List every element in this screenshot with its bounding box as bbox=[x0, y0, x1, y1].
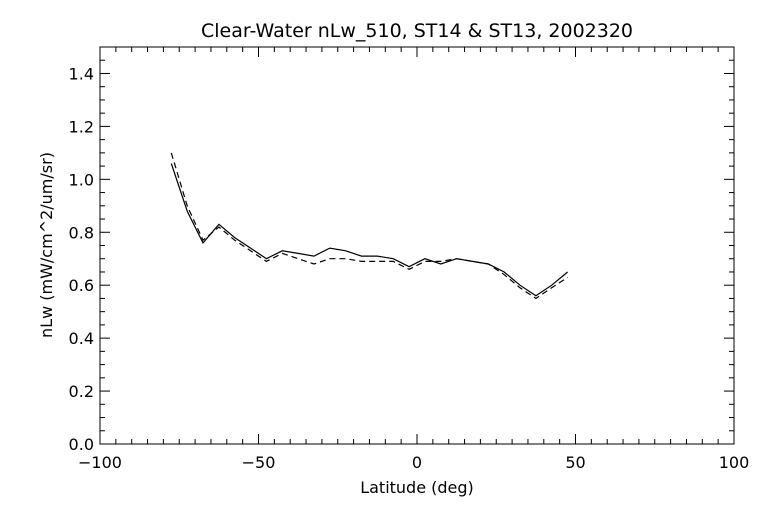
y-tick-label: 0.8 bbox=[69, 223, 94, 242]
y-tick-label: 0.6 bbox=[69, 276, 94, 295]
y-tick-label: 0.2 bbox=[69, 382, 94, 401]
y-tick-label: 0.4 bbox=[69, 329, 94, 348]
chart-title: Clear-Water nLw_510, ST14 & ST13, 200232… bbox=[201, 20, 633, 42]
y-tick-label: 0.0 bbox=[69, 435, 94, 454]
series-line-solid bbox=[170, 163, 568, 297]
x-tick-label: 50 bbox=[565, 453, 585, 472]
series-group bbox=[170, 152, 568, 300]
axis-ticks: −100 −50 0 50 100 0.0 0.2 0.4 0.6 0.8 1.0 1.2 1.4 bbox=[69, 46, 750, 472]
x-tick-label: −50 bbox=[242, 453, 276, 472]
y-axis-label: nLw (mW/cm^2/um/sr) bbox=[37, 152, 56, 338]
y-tick-label: 1.0 bbox=[69, 170, 94, 189]
x-tick-label: 100 bbox=[719, 453, 750, 472]
y-tick-label: 1.2 bbox=[69, 117, 94, 136]
x-axis-label: Latitude (deg) bbox=[360, 478, 474, 497]
x-tick-label: 0 bbox=[412, 453, 422, 472]
x-tick-label: −100 bbox=[78, 453, 122, 472]
series-line-dashed bbox=[170, 152, 568, 300]
y-tick-label: 1.4 bbox=[69, 64, 94, 83]
plot-frame bbox=[99, 46, 735, 445]
